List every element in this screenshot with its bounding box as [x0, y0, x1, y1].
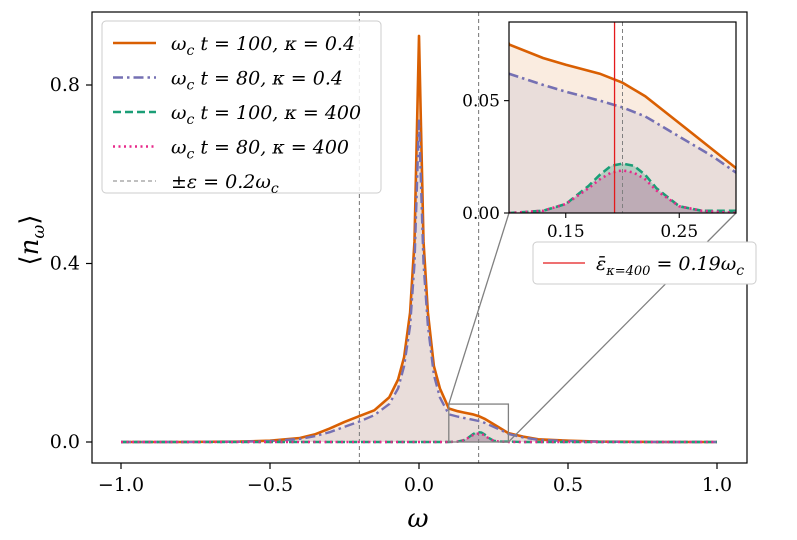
inset-y-tick-label: 0.00	[462, 204, 500, 224]
inset-y-tick-label: 0.05	[462, 92, 500, 112]
x-tick-label: −1.0	[98, 474, 144, 496]
zoom-connector-1	[448, 212, 510, 405]
inset-x-tick-label: 0.25	[660, 222, 698, 242]
y-tick-label: 0.4	[50, 253, 80, 275]
inset-line-3	[509, 162, 736, 213]
legend-label-4: ωc t = 80, κ = 400	[171, 137, 349, 163]
legend: ωc t = 100, κ = 0.4 ωc t = 80, κ = 0.4 ωc …	[101, 20, 382, 197]
y-tick-label: 0.0	[50, 431, 80, 453]
main-vlines	[358, 12, 480, 463]
y-axis-label: ⟨nω⟩	[15, 215, 49, 266]
x-tick-label: 1.0	[702, 474, 732, 496]
series-fill-2	[121, 120, 717, 442]
series-line-2	[121, 119, 717, 444]
x-axis-label: ω	[407, 504, 428, 534]
x-axis-ticks: −1.0 −0.5 0.0 0.5 1.0	[98, 463, 732, 496]
legend-label-5: ±ε = 0.2ωc	[171, 171, 279, 197]
x-tick-label: 0.5	[553, 474, 583, 496]
x-tick-label: 0.0	[404, 474, 434, 496]
y-axis-ticks: 0.0 0.4 0.8	[50, 74, 92, 453]
svg-text:⟨nω⟩: ⟨nω⟩	[15, 215, 49, 266]
inset-plot: 0.15 0.25 0.00 0.05	[462, 21, 737, 242]
inset-line-4	[509, 168, 736, 213]
inset-frame	[508, 21, 737, 214]
inset-legend-label: ε̄κ=400 = 0.19ωc	[596, 253, 744, 279]
legend-label-2: ωc t = 80, κ = 0.4	[171, 68, 343, 94]
y-tick-label: 0.8	[50, 74, 80, 96]
series-fill-1	[121, 35, 717, 443]
legend-label-1: ωc t = 100, κ = 0.4	[171, 33, 355, 59]
main-fills	[121, 35, 717, 443]
inset-fill-3	[509, 163, 736, 213]
inset-content	[509, 22, 736, 213]
inset-x-tick-label: 0.15	[547, 222, 585, 242]
inset-legend-box	[532, 241, 757, 285]
inset-legend: ε̄κ=400 = 0.19ωc	[532, 241, 757, 285]
zoom-rectangle	[448, 403, 510, 443]
x-tick-label: −0.5	[247, 474, 293, 496]
legend-label-3: ωc t = 100, κ = 400	[171, 102, 361, 128]
legend-box	[101, 20, 382, 194]
